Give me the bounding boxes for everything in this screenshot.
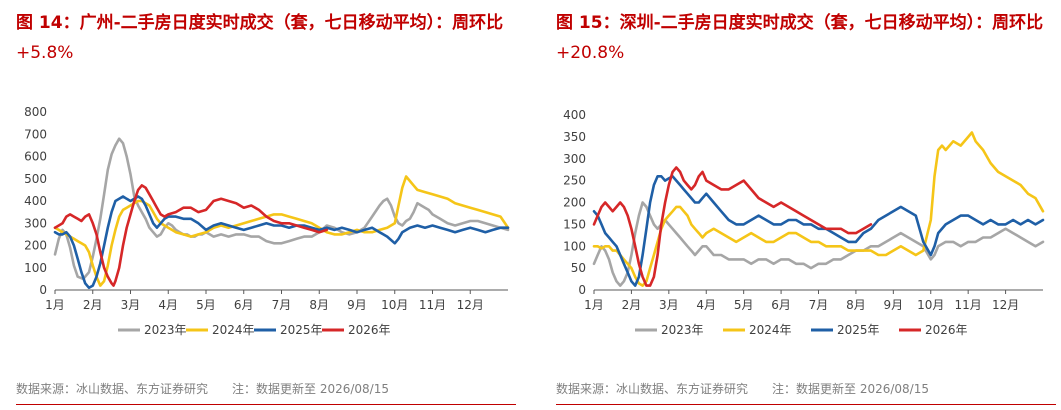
y-tick-label: 100 [24, 261, 47, 275]
chart-title-value: +20.8% [556, 43, 625, 63]
x-tick-label: 8月 [309, 298, 329, 312]
legend-label: 2024年 [212, 323, 255, 337]
y-tick-label: 0 [578, 283, 586, 297]
chart-title-text: 图 15：深圳-二手房日度实时成交（套，七日移动平均）：周环比 [556, 13, 1044, 33]
y-tick-label: 700 [24, 127, 47, 141]
x-tick-label: 5月 [734, 298, 754, 312]
chart-title: 图 15：深圳-二手房日度实时成交（套，七日移动平均）：周环比 +20.8% [556, 8, 1056, 68]
footer-rule [16, 404, 516, 405]
x-tick-label: 9月 [347, 298, 367, 312]
update-note-text: 注：数据更新至 2026/08/15 [772, 382, 929, 396]
source-note: 数据来源：冰山数据、东方证券研究 注：数据更新至 2026/08/15 [556, 380, 929, 397]
series-line-2026年 [53, 184, 329, 287]
x-tick-label: 10月 [381, 298, 408, 312]
series-line-2025年 [592, 175, 1045, 287]
x-tick-label: 3月 [659, 298, 679, 312]
chart-title-text: 图 14：广州-二手房日度实时成交（套，七日移动平均）：周环比 [16, 13, 504, 33]
x-tick-label: 1月 [45, 298, 65, 312]
chart-title-value: +5.8% [16, 43, 74, 63]
series-line-2023年 [53, 137, 510, 281]
line-chart-shenzhen: 0 50 100 150 200 250 300 350 400 1月 2月 3月 4月 5月 6月 7月 8月… [563, 108, 1045, 337]
y-tick-label: 400 [24, 194, 47, 208]
x-tick-label: 3月 [121, 298, 141, 312]
x-tick-label: 5月 [196, 298, 216, 312]
legend-label: 2025年 [837, 323, 880, 337]
y-tick-label: 500 [24, 172, 47, 186]
x-tick-label: 8月 [846, 298, 866, 312]
y-tick-label: 250 [563, 174, 586, 188]
y-tick-label: 400 [563, 108, 586, 122]
x-tick-label: 4月 [158, 298, 178, 312]
series-line-2024年 [592, 131, 1045, 287]
y-tick-label: 200 [24, 239, 47, 253]
x-tick-label: 2月 [622, 298, 642, 312]
x-tick-label: 12月 [457, 298, 484, 312]
y-tick-label: 300 [24, 216, 47, 230]
x-tick-label: 11月 [419, 298, 446, 312]
x-tick-label: 7月 [272, 298, 292, 312]
y-tick-label: 0 [39, 283, 47, 297]
x-tick-label: 6月 [771, 298, 791, 312]
chart-panel-guangzhou: 图 14：广州-二手房日度实时成交（套，七日移动平均）：周环比 +5.8% 0 10… [0, 0, 521, 410]
y-tick-label: 600 [24, 150, 47, 164]
y-tick-label: 50 [571, 261, 586, 275]
series-line-2026年 [592, 166, 873, 287]
chart-panel-shenzhen: 图 15：深圳-二手房日度实时成交（套，七日移动平均）：周环比 +20.8% 0 5… [540, 0, 1061, 410]
x-tick-label: 11月 [955, 298, 982, 312]
chart-title: 图 14：广州-二手房日度实时成交（套，七日移动平均）：周环比 +5.8% [16, 8, 516, 68]
legend-label: 2025年 [280, 323, 323, 337]
x-tick-label: 7月 [809, 298, 829, 312]
data-source-text: 数据来源：冰山数据、东方证券研究 [556, 382, 749, 396]
legend-label: 2024年 [749, 323, 792, 337]
source-note: 数据来源：冰山数据、东方证券研究 注：数据更新至 2026/08/15 [16, 380, 389, 397]
y-tick-label: 800 [24, 105, 47, 119]
series-line-2025年 [53, 195, 510, 290]
x-tick-label: 9月 [884, 298, 904, 312]
y-tick-label: 200 [563, 196, 586, 210]
line-chart-guangzhou: 0 100 200 300 400 500 600 700 800 1月 2月 3月 4月 5月 6月 7月 8… [24, 105, 510, 337]
legend-label: 2023年 [144, 323, 187, 337]
y-tick-label: 150 [563, 217, 586, 231]
legend-label: 2023年 [661, 323, 704, 337]
footer-rule [556, 404, 1056, 405]
data-source-text: 数据来源：冰山数据、东方证券研究 [16, 382, 209, 396]
y-tick-label: 100 [563, 239, 586, 253]
update-note-text: 注：数据更新至 2026/08/15 [232, 382, 389, 396]
y-tick-label: 300 [563, 152, 586, 166]
series-line-2024年 [53, 175, 510, 287]
x-tick-label: 10月 [917, 298, 944, 312]
legend-label: 2026年 [348, 323, 391, 337]
x-tick-label: 2月 [83, 298, 103, 312]
x-tick-label: 12月 [992, 298, 1019, 312]
x-tick-label: 1月 [584, 298, 604, 312]
x-tick-label: 6月 [234, 298, 254, 312]
y-tick-label: 350 [563, 130, 586, 144]
x-tick-label: 4月 [696, 298, 716, 312]
series-line-2023年 [592, 201, 1045, 287]
legend-label: 2026年 [925, 323, 968, 337]
